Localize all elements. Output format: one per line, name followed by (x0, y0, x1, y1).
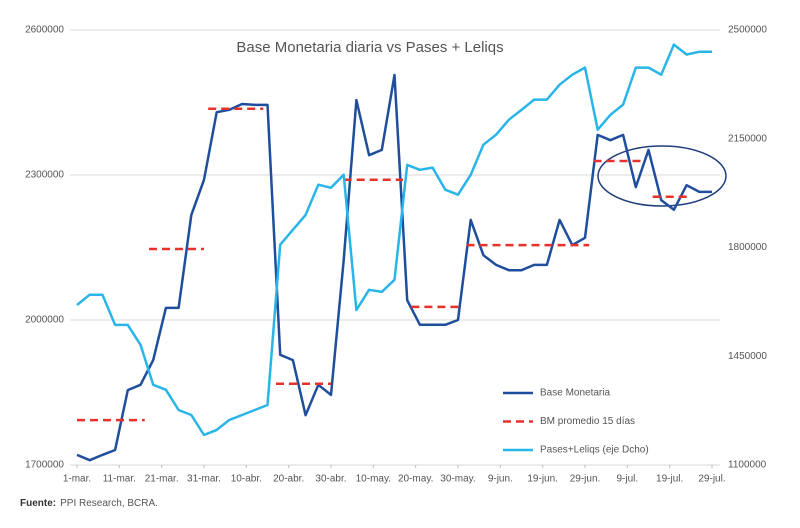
series-line (76, 43, 712, 437)
legend-label: BM promedio 15 días (540, 416, 635, 427)
legend-label: Pases+Leliqs (eje Dcho) (540, 445, 649, 456)
x-tick-label: 10-abr. (231, 474, 262, 485)
x-tick-label: 31-mar. (187, 474, 221, 485)
x-tick-label: 11-mar. (103, 474, 136, 485)
y2-tick-label: 1100000 (728, 460, 767, 471)
x-tick-label: 19-jun. (527, 474, 558, 485)
source: Fuente: PPI Research, BCRA. (20, 498, 158, 509)
x-tick-label: 30-may. (440, 474, 475, 485)
y-tick-label: 1700000 (25, 460, 64, 471)
x-tick-label: 21-mar. (145, 474, 179, 485)
chart-title: Base Monetaria diaria vs Pases + Leliqs (236, 39, 503, 56)
y2-tick-label: 2150000 (728, 133, 767, 144)
x-tick-label: 10-may. (356, 474, 391, 485)
y2-tick-label: 1450000 (728, 351, 767, 362)
x-tick-label: 1-mar. (63, 474, 91, 485)
source-label: Fuente: (20, 498, 56, 509)
series-line (77, 107, 691, 422)
y2-tick-label: 2500000 (728, 25, 767, 36)
x-tick-label: 20-abr. (273, 474, 304, 485)
x-tick-label: 19-jul. (656, 474, 683, 485)
x-tick-label: 29-jul. (698, 474, 725, 485)
x-tick-label: 29-jun. (570, 474, 601, 485)
y2-tick-label: 1800000 (728, 242, 767, 253)
x-tick-label: 9-jun. (488, 474, 513, 485)
source-text: PPI Research, BCRA. (60, 498, 158, 509)
x-tick-label: 9-jul. (616, 474, 638, 485)
y-tick-label: 2300000 (25, 170, 64, 181)
series-line (76, 73, 712, 462)
highlight-ellipse (597, 145, 727, 207)
legend-label: Base Monetaria (540, 388, 610, 399)
x-tick-label: 20-may. (398, 474, 433, 485)
x-tick-label: 30-abr. (315, 474, 346, 485)
y-tick-label: 2600000 (25, 25, 64, 36)
y-tick-label: 2000000 (25, 315, 64, 326)
